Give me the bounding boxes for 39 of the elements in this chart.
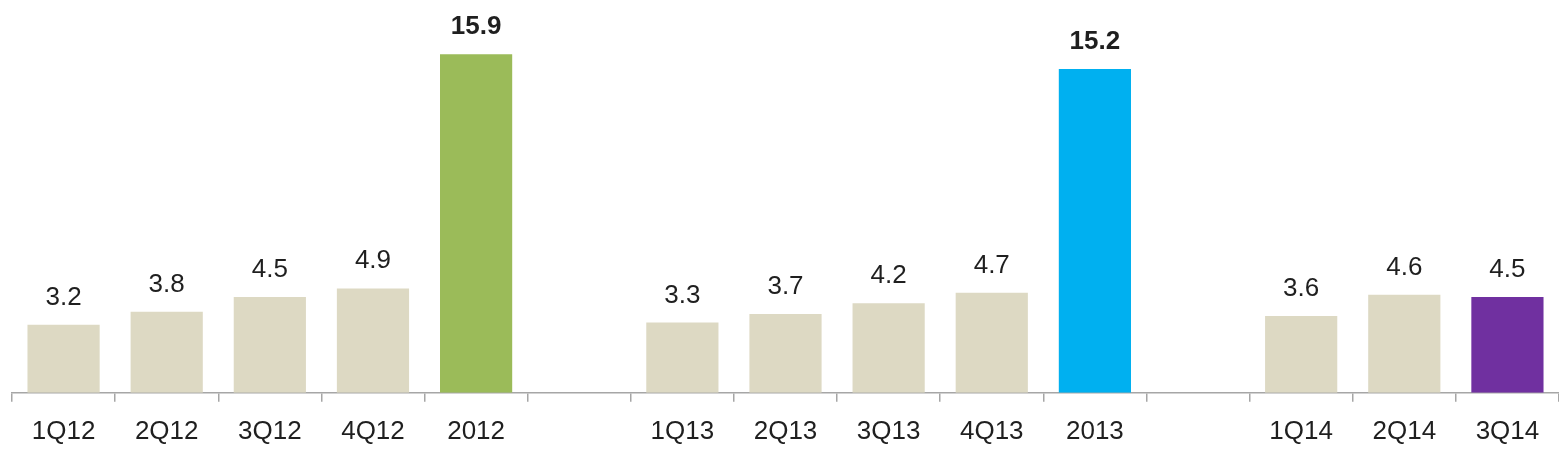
bar [336, 288, 410, 393]
x-tick-label: 3Q13 [856, 414, 921, 445]
x-tick-label: 2Q13 [753, 414, 818, 445]
bar [646, 322, 719, 393]
x-tick-label: 1Q14 [1269, 414, 1333, 445]
data-label: 15.9 [450, 10, 502, 41]
data-label: 3.7 [767, 269, 804, 300]
bar [233, 296, 306, 393]
bar [440, 54, 513, 393]
bar [749, 313, 822, 393]
data-label: 3.8 [148, 267, 185, 298]
bar [1265, 316, 1338, 393]
x-tick-label: 4Q13 [959, 414, 1024, 445]
x-tick-label: 2Q12 [134, 414, 199, 445]
x-tick-label: 1Q13 [650, 414, 715, 445]
data-label: 3.2 [45, 280, 82, 311]
x-tick-label: 3Q14 [1475, 414, 1540, 445]
x-tick-label: 4Q12 [341, 414, 405, 445]
x-tick-label: 2012 [447, 414, 506, 445]
x-tick-label: 2Q14 [1372, 414, 1437, 445]
data-label: 4.9 [354, 244, 392, 275]
data-label: 15.2 [1069, 25, 1121, 56]
data-label: 4.6 [1386, 250, 1423, 281]
x-tick-label: 2013 [1065, 414, 1124, 445]
bar [27, 324, 100, 393]
data-label: 4.2 [870, 259, 907, 290]
data-label: 4.7 [973, 248, 1010, 279]
data-label: 4.5 [251, 252, 288, 283]
bar [955, 292, 1028, 393]
bar [852, 303, 925, 393]
bar [1471, 296, 1544, 393]
bar [130, 311, 203, 393]
bar [1058, 69, 1131, 393]
x-tick-label: 3Q12 [238, 414, 302, 445]
data-label: 3.3 [664, 278, 701, 309]
x-tick-label: 1Q12 [31, 414, 96, 445]
data-label: 3.6 [1283, 272, 1320, 303]
data-label: 4.5 [1489, 252, 1526, 283]
bar [1368, 294, 1441, 393]
